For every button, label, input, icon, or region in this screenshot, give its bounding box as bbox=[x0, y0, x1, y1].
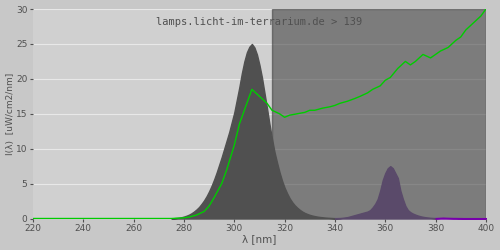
X-axis label: λ [nm]: λ [nm] bbox=[242, 234, 276, 244]
Text: lamps.licht-im-terrarium.de > 139: lamps.licht-im-terrarium.de > 139 bbox=[156, 18, 362, 28]
Y-axis label: I(λ)  [uW/cm2/nm]: I(λ) [uW/cm2/nm] bbox=[6, 73, 15, 155]
Polygon shape bbox=[272, 9, 486, 218]
